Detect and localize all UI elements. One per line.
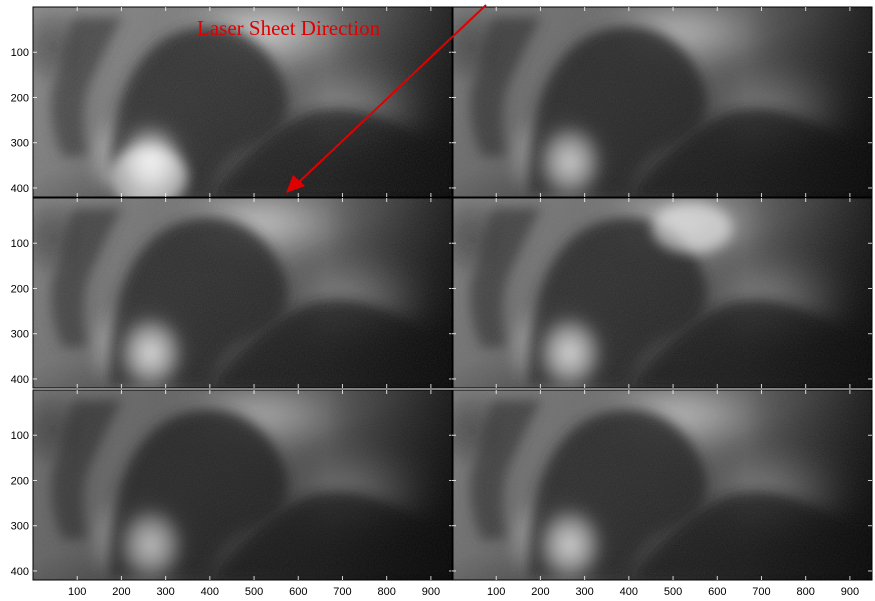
y-tick-label: 100	[11, 238, 29, 250]
x-tick-label: 200	[112, 586, 130, 598]
y-tick-label: 400	[11, 374, 29, 386]
y-tick-label: 100	[11, 47, 29, 59]
panel-frame	[32, 197, 454, 389]
panel-frame	[32, 6, 454, 198]
x-tick-label: 400	[620, 586, 638, 598]
laser-direction-arrow	[297, 4, 487, 184]
y-tick-label: 300	[11, 138, 29, 150]
y-tick-label: 400	[11, 566, 29, 578]
axes-layer: 100 200 300 400 100 200 300 400 100 200 300 400 500 6…	[11, 6, 873, 598]
x-tick-label: 600	[289, 586, 307, 598]
y-tick-label: 200	[11, 92, 29, 104]
x-tick-label: 500	[245, 586, 263, 598]
x-tick-label: 200	[531, 586, 549, 598]
image-panel	[33, 390, 453, 580]
x-tick-label: 900	[841, 586, 859, 598]
panel-frame	[451, 197, 873, 389]
x-tick-label: 700	[752, 586, 770, 598]
x-tick-label: 800	[378, 586, 396, 598]
image-grid	[18, 0, 872, 580]
x-tick-label: 300	[575, 586, 593, 598]
image-panel	[33, 198, 453, 388]
y-tick-label: 300	[11, 329, 29, 341]
x-tick-label: 300	[156, 586, 174, 598]
x-tick-label: 800	[797, 586, 815, 598]
panel-frame	[451, 6, 873, 198]
x-tick-label: 500	[664, 586, 682, 598]
annotation-text: Laser Sheet Direction	[197, 16, 381, 40]
x-tick-label: 700	[333, 586, 351, 598]
panel-frame	[451, 389, 873, 581]
y-tick-label: 200	[11, 475, 29, 487]
panel-frame	[32, 389, 454, 581]
arrow-head-icon	[286, 175, 305, 193]
x-tick-label: 600	[708, 586, 726, 598]
image-panel	[452, 390, 872, 580]
image-panel	[452, 198, 872, 388]
x-tick-label: 900	[422, 586, 440, 598]
image-panel	[18, 0, 453, 197]
laser-annotation: Laser Sheet Direction	[197, 4, 487, 193]
x-tick-label: 100	[68, 586, 86, 598]
y-tick-label: 400	[11, 183, 29, 195]
x-tick-label: 100	[487, 586, 505, 598]
y-tick-label: 100	[11, 430, 29, 442]
x-tick-label: 400	[201, 586, 219, 598]
y-tick-label: 300	[11, 521, 29, 533]
image-panel	[452, 7, 872, 197]
y-tick-label: 200	[11, 283, 29, 295]
